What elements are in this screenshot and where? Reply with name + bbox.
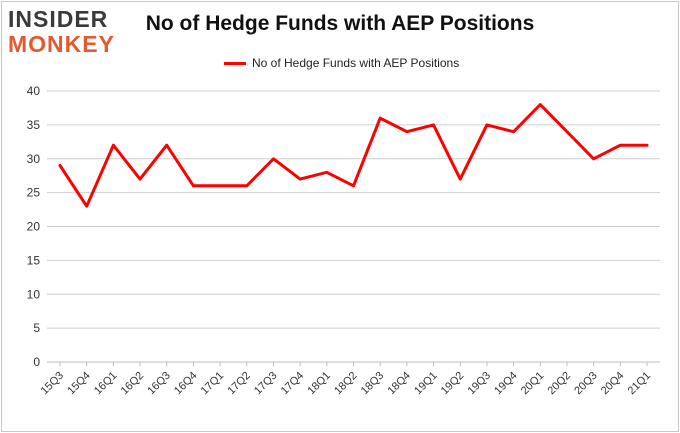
x-tick-label: 17Q1 (199, 370, 227, 398)
y-tick-label: 35 (27, 118, 41, 132)
x-tick-label: 17Q3 (252, 370, 280, 398)
x-tick-label: 16Q2 (119, 370, 147, 398)
y-tick-label: 40 (27, 84, 41, 98)
legend: No of Hedge Funds with AEP Positions (224, 55, 459, 71)
x-tick-label: 16Q3 (145, 370, 173, 398)
y-tick-label: 10 (27, 287, 41, 301)
y-tick-label: 15 (27, 253, 41, 267)
y-tick-label: 30 (27, 152, 41, 166)
x-tick-label: 15Q3 (39, 370, 67, 398)
legend-swatch (224, 61, 246, 65)
x-tick-label: 17Q4 (279, 370, 307, 398)
x-tick-label: 18Q3 (359, 370, 387, 398)
logo-line-2: MONKEY (8, 31, 115, 57)
legend-label: No of Hedge Funds with AEP Positions (252, 56, 460, 70)
x-tick-label: 16Q4 (172, 370, 200, 398)
x-tick-label: 18Q1 (305, 370, 333, 398)
x-tick-label: 16Q1 (92, 370, 120, 398)
x-tick-label: 15Q4 (65, 370, 93, 398)
x-tick-label: 18Q4 (385, 370, 413, 398)
x-tick-label: 19Q3 (466, 370, 494, 398)
x-tick-label: 18Q2 (332, 370, 360, 398)
y-tick-label: 20 (27, 220, 41, 234)
x-tick-label: 20Q2 (546, 370, 574, 398)
x-tick-label: 20Q4 (599, 370, 627, 398)
x-tick-label: 20Q1 (519, 370, 547, 398)
insider-monkey-logo: INSIDER MONKEY (8, 6, 130, 58)
y-tick-label: 25 (27, 186, 41, 200)
x-tick-label: 20Q3 (572, 370, 600, 398)
x-tick-label: 19Q4 (492, 370, 520, 398)
x-tick-label: 21Q1 (626, 370, 654, 398)
chart-title: No of Hedge Funds with AEP Positions (145, 12, 535, 35)
x-tick-label: 19Q1 (412, 370, 440, 398)
x-tick-label: 17Q2 (225, 370, 253, 398)
logo-line-1: INSIDER (8, 6, 109, 32)
series-line (58, 103, 649, 208)
y-tick-label: 0 (33, 355, 40, 369)
y-tick-label: 5 (33, 321, 40, 335)
x-tick-label: 19Q2 (439, 370, 467, 398)
